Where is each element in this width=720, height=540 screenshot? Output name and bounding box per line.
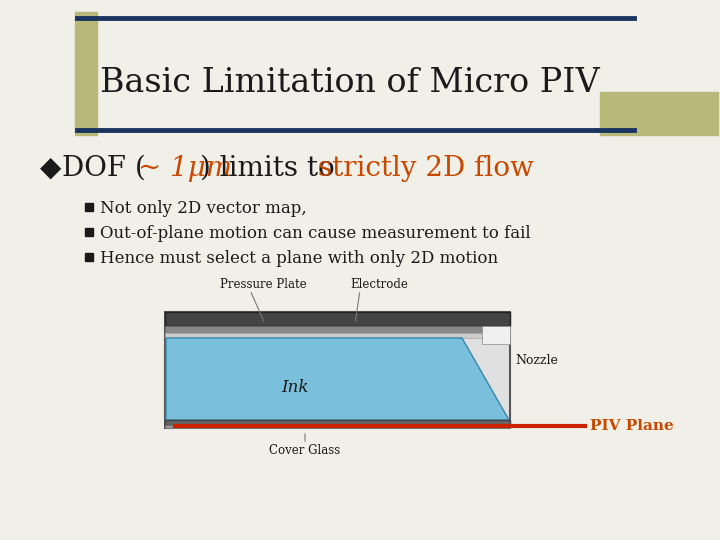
Text: PIV Plane: PIV Plane (590, 419, 674, 433)
Text: ◆: ◆ (40, 154, 61, 182)
Text: ) limits to: ) limits to (200, 154, 335, 181)
Bar (165, 326, 510, 333)
Text: ~ 1μm: ~ 1μm (138, 154, 232, 181)
Bar (85, 228, 93, 236)
Text: Ink: Ink (282, 379, 309, 395)
Text: Not only 2D vector map,: Not only 2D vector map, (100, 200, 307, 217)
Bar (85, 203, 93, 211)
Polygon shape (166, 338, 509, 420)
Bar (165, 312, 510, 326)
Text: Basic Limitation of Micro PIV: Basic Limitation of Micro PIV (100, 67, 600, 99)
Text: strictly 2D flow: strictly 2D flow (318, 154, 534, 181)
Bar (75, 12, 97, 135)
Bar (482, 326, 510, 344)
Bar (165, 425, 510, 428)
Text: Out-of-plane motion can cause measurement to fail: Out-of-plane motion can cause measuremen… (100, 225, 531, 242)
Text: Electrode: Electrode (350, 278, 408, 291)
Bar (165, 420, 510, 425)
Text: DOF (: DOF ( (62, 154, 145, 181)
Text: Cover Glass: Cover Glass (269, 443, 341, 456)
Bar (600, 92, 718, 135)
Text: Pressure Plate: Pressure Plate (220, 278, 307, 291)
Text: Nozzle: Nozzle (515, 354, 558, 367)
Bar (165, 312, 510, 428)
Text: Hence must select a plane with only 2D motion: Hence must select a plane with only 2D m… (100, 250, 498, 267)
Bar (85, 253, 93, 261)
Bar (165, 333, 510, 338)
